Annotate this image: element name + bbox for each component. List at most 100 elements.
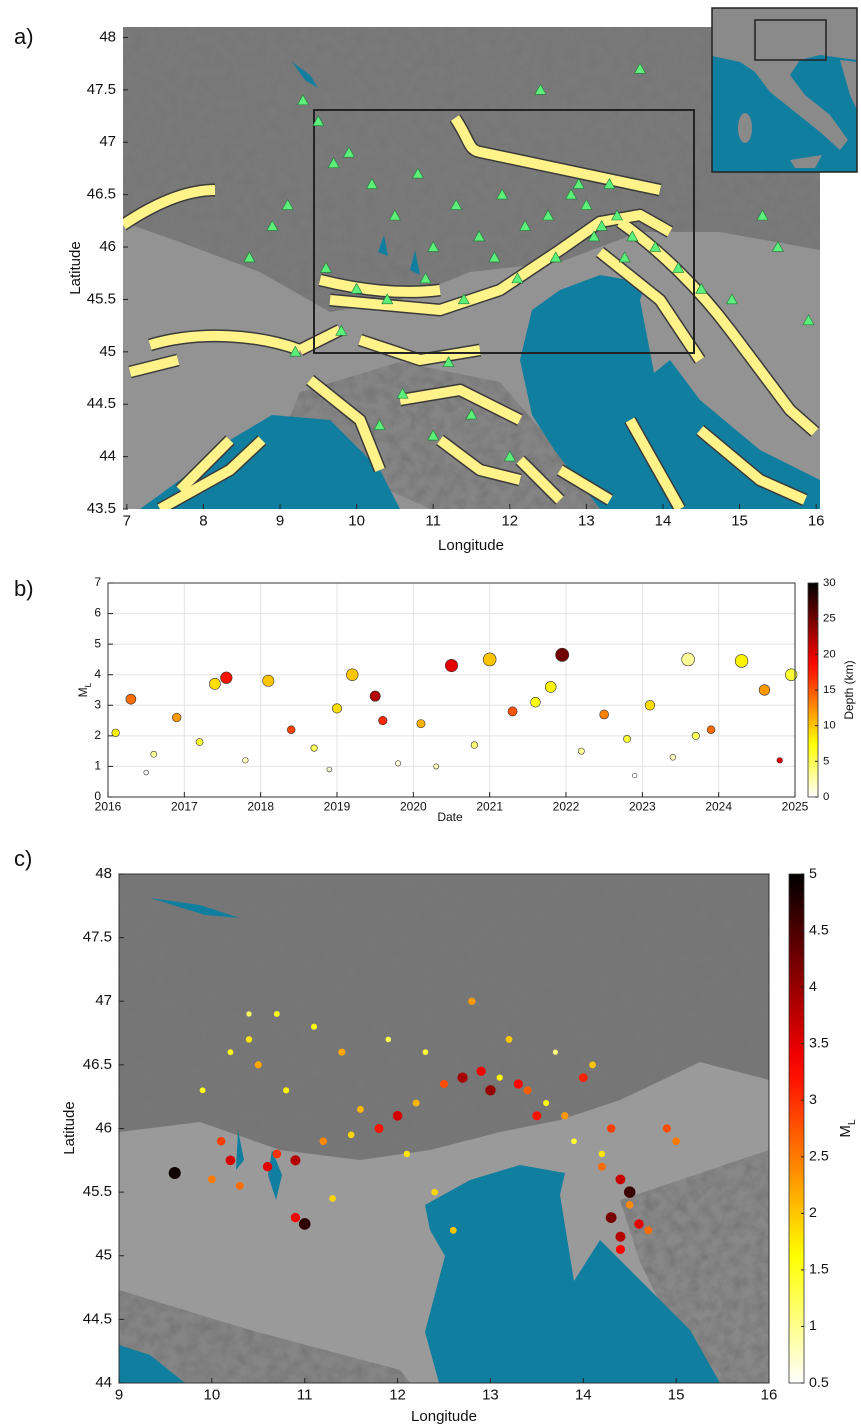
event [332,703,342,714]
x-tick-label: 9 [115,1387,123,1404]
station [549,251,562,263]
station [503,450,516,462]
x-tick-label: 9 [276,513,284,530]
x-tick-label: 2024 [705,799,732,813]
event [597,1162,606,1171]
y-tick-label: 7 [94,575,101,589]
event [422,1049,429,1056]
colorbar-tick-label: 1.5 [809,1262,829,1278]
station [373,419,386,430]
map-c [119,874,769,1383]
event [625,1201,634,1209]
y-tick-label: 47.5 [83,929,112,946]
event [505,1036,513,1043]
event [242,757,249,764]
inset-box [754,19,827,61]
event [615,1231,626,1242]
panel-label: c) [14,846,32,871]
station [565,188,578,200]
event [235,1181,244,1190]
inset-land [712,8,857,150]
station [281,199,294,210]
event [195,738,204,746]
event [776,757,783,764]
y-tick-label: 46.5 [83,1056,112,1073]
station [672,261,685,273]
station [519,219,532,231]
dinarides-relief [620,1150,769,1383]
event [326,766,333,773]
event [298,1218,311,1230]
event [485,1085,496,1096]
y-tick-label: 6 [94,606,101,620]
event [273,1011,280,1017]
x-tick-label: 12 [389,1387,406,1404]
x-tick-label: 2025 [782,799,809,813]
x-tick-label: 11 [297,1387,313,1404]
station [457,293,470,305]
event [552,1049,559,1055]
event [416,719,426,729]
alps-relief [123,27,820,312]
event [599,709,609,720]
event [513,1079,523,1089]
event [784,668,798,681]
event [457,1072,468,1083]
event [329,1195,336,1202]
axis-label-text: Latitude [67,241,84,294]
axis-label-text: M [837,1125,854,1138]
event [672,1137,680,1146]
axis-label: Depth (km) [842,660,856,719]
x-tick-label: 10 [204,1387,221,1404]
data-layer [111,647,798,779]
colorbar-tick-label: 5 [823,755,829,767]
y-tick-label: 4 [94,667,101,681]
event [262,674,275,687]
inset-frame [711,7,858,173]
event [577,747,585,755]
colorbar-tick-label: 2.5 [809,1149,829,1165]
axis-label: Latitude [67,241,84,294]
event [523,1086,532,1095]
axis-label: ML [76,682,93,697]
event [245,1036,253,1043]
event [433,763,440,770]
axis-label-subscript: L [83,682,93,687]
y-tick-label: 5 [94,636,101,650]
event [347,1131,355,1139]
event [338,1048,346,1056]
event [356,1105,364,1113]
event [431,1188,439,1196]
event [111,728,120,737]
station [756,209,769,221]
station [580,199,593,210]
y-tick-label: 45.5 [83,1183,112,1200]
event [555,647,570,662]
x-tick-label: 2020 [400,799,427,813]
event [150,750,158,758]
event [598,1150,606,1158]
event [606,1124,616,1133]
station [534,83,547,95]
colorbar-tick-label: 10 [823,720,836,732]
event [254,1061,262,1069]
apennines-relief [119,1290,410,1383]
colorbar-tick-label: 20 [823,648,836,660]
sea [119,1345,185,1383]
inset-island [790,155,822,168]
colorbar-tick-label: 25 [823,613,836,625]
event [681,652,695,667]
event [544,681,557,693]
y-tick-label: 47.5 [87,81,116,98]
y-tick-label: 43.5 [87,500,116,517]
event [290,1212,301,1223]
colorbar-tick-label: 30 [823,577,836,589]
event [310,744,318,752]
event [589,1061,596,1069]
station [296,94,310,106]
data-layer [243,62,815,462]
y-tick-label: 47 [99,133,116,150]
station [473,230,486,242]
station [312,115,325,127]
